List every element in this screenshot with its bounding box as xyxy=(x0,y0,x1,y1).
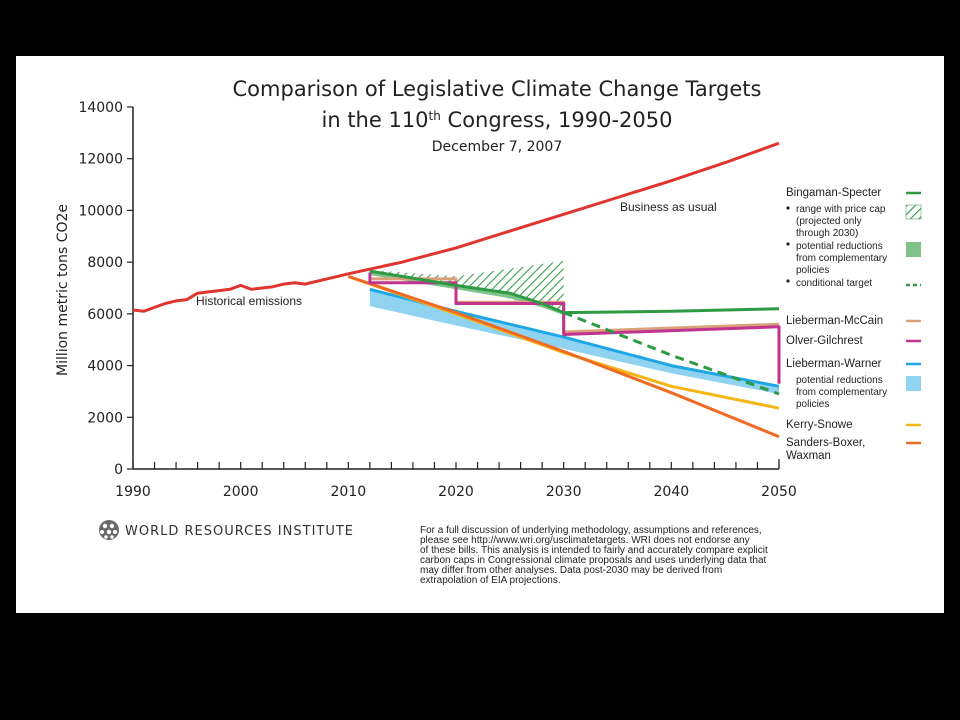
y-axis-label: Million metric tons CO2e xyxy=(55,204,71,376)
legend-sanders-1: Sanders-Boxer, xyxy=(786,437,865,449)
legend-bingaman-range-2: (projected only xyxy=(796,216,862,227)
footer-note-line: extrapolation of EIA projections. xyxy=(420,575,561,586)
annotation-business-as-usual: Business as usual xyxy=(620,200,717,214)
globe-icon xyxy=(99,520,119,540)
y-tick-label: 2000 xyxy=(87,410,123,426)
series-line-bingaman-specter xyxy=(369,269,780,315)
legend-bingaman-range-3: through 2030) xyxy=(796,228,858,239)
series-line-historical-emissions xyxy=(132,272,349,313)
y-tick-label: 4000 xyxy=(87,359,123,375)
y-tick-label: 8000 xyxy=(87,255,123,271)
legend-kerry: Kerry-Snowe xyxy=(786,419,852,431)
y-tick-label: 0 xyxy=(114,462,123,478)
y-tick-label: 6000 xyxy=(87,307,123,323)
series-line-business-as-usual xyxy=(347,141,780,276)
series-line-olver-gilchrest xyxy=(368,272,781,384)
wri-brand-text: WORLD RESOURCES INSTITUTE xyxy=(125,524,354,539)
legend-bingaman-potential-2: from complementary xyxy=(796,253,887,264)
legend-bingaman-potential-swatch xyxy=(906,242,921,257)
legend-bingaman-potential-3: policies xyxy=(796,265,829,276)
legend-sanders-2: Waxman xyxy=(786,450,831,462)
series-line-sanders-boxer-waxman xyxy=(347,274,780,439)
footer-note-line: carbon caps in Congressional climate pro… xyxy=(420,555,767,566)
y-tick-label: 14000 xyxy=(78,100,123,116)
legend-bingaman: Bingaman-Specter xyxy=(786,187,881,199)
legend-olver: Olver-Gilchrest xyxy=(786,335,863,347)
chart-title-line1: Comparison of Legislative Climate Change… xyxy=(233,77,762,101)
legend-bingaman-conditional: conditional target xyxy=(796,278,872,289)
legend-warner-potential-1: potential reductions xyxy=(796,375,883,386)
footer-note-line: of these bills. This analysis is intende… xyxy=(420,545,768,556)
footer-note: For a full discussion of underlying meth… xyxy=(420,525,768,586)
legend-bingaman-potential-1: potential reductions xyxy=(796,241,883,252)
x-axis: 1990 2000 2010 2020 2030 2040 2050 xyxy=(115,459,797,500)
x-tick-label: 2010 xyxy=(331,484,367,500)
legend-lieberman-warner: Lieberman-Warner xyxy=(786,358,882,370)
wri-logo: WORLD RESOURCES INSTITUTE xyxy=(99,520,354,540)
y-axis: 0 2000 4000 6000 8000 10000 12000 14000 xyxy=(78,100,134,478)
x-tick-label: 1990 xyxy=(115,484,151,500)
legend-warner-potential-2: from complementary xyxy=(796,387,887,398)
legend-bullet xyxy=(786,242,790,246)
series-line-conditional-target xyxy=(563,311,780,396)
legend-bingaman-range-swatch xyxy=(905,204,922,220)
x-tick-label: 2020 xyxy=(438,484,474,500)
x-tick-label: 2040 xyxy=(654,484,690,500)
chart-title-line2: in the 110th Congress, 1990-2050 xyxy=(322,108,673,132)
footer-note-line: For a full discussion of underlying meth… xyxy=(420,525,762,536)
y-tick-label: 12000 xyxy=(78,152,123,168)
y-tick-label: 10000 xyxy=(78,203,123,219)
legend-warner-potential-3: policies xyxy=(796,399,829,410)
legend-lieberman-mccain: Lieberman-McCain xyxy=(786,315,883,327)
x-tick-label: 2000 xyxy=(223,484,259,500)
legend-bingaman-range-1: range with price cap xyxy=(796,204,886,215)
annotation-historical: Historical emissions xyxy=(196,294,302,308)
chart-lines xyxy=(132,141,781,439)
x-tick-label: 2030 xyxy=(546,484,582,500)
legend: Bingaman-Specter range with price cap (p… xyxy=(786,187,922,462)
legend-bullet xyxy=(786,206,790,210)
legend-bullet xyxy=(786,279,790,283)
footer-note-line: may differ from other analyses. Data pos… xyxy=(420,565,722,576)
chart-subtitle: December 7, 2007 xyxy=(432,139,562,155)
x-tick-label: 2050 xyxy=(761,484,797,500)
footer-note-line: please see http://www.wri.org/usclimatet… xyxy=(420,535,750,546)
legend-warner-potential-swatch xyxy=(906,376,921,391)
chart-panel xyxy=(16,56,944,613)
